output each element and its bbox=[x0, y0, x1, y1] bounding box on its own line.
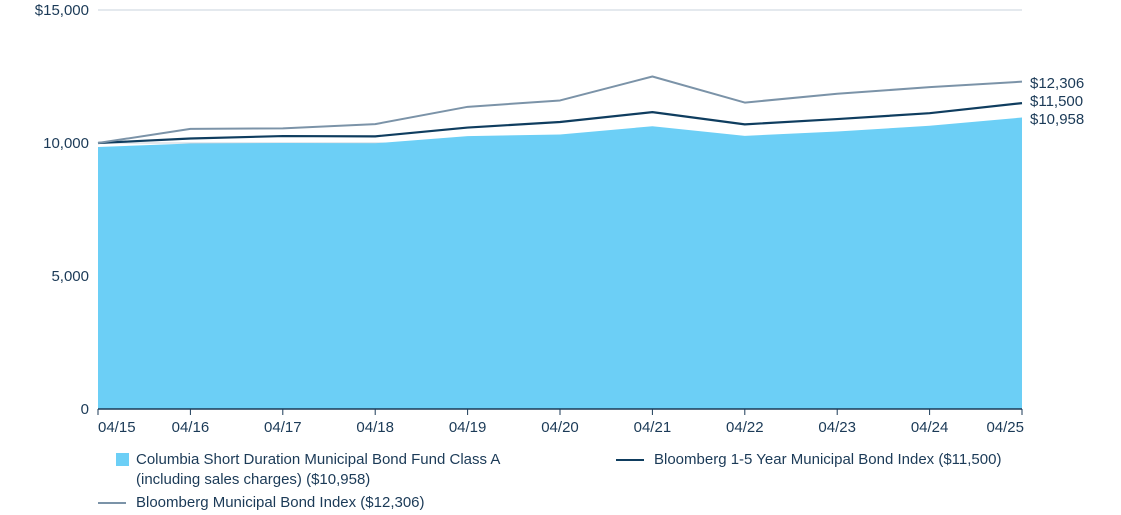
y-tick-label: 5,000 bbox=[51, 268, 89, 285]
x-tick-label: 04/15 bbox=[98, 419, 136, 436]
legend-label-fund-line1: Columbia Short Duration Municipal Bond F… bbox=[136, 451, 501, 468]
x-tick-label: 04/17 bbox=[264, 419, 302, 436]
line-layer bbox=[97, 75, 1023, 145]
x-tick-label: 04/20 bbox=[541, 419, 579, 436]
series-line-index-1-5 bbox=[97, 102, 1023, 145]
series-end-label: $10,958 bbox=[1030, 111, 1084, 128]
series-line-muni-index bbox=[97, 75, 1023, 144]
legend-item-fund: Columbia Short Duration Municipal Bond F… bbox=[116, 450, 576, 490]
x-tick-label: 04/23 bbox=[818, 419, 856, 436]
x-tick-label: 04/22 bbox=[726, 419, 764, 436]
x-tick-label: 04/25 bbox=[986, 419, 1024, 436]
axes: 0 5,000 10,000 $15,000 04/15 04/16 04/17 04/18 0… bbox=[35, 2, 1024, 436]
y-tick-label: 10,000 bbox=[43, 135, 89, 152]
y-tick-label: $15,000 bbox=[35, 2, 89, 19]
x-tick-label: 04/18 bbox=[356, 419, 394, 436]
legend-swatch-fund bbox=[116, 453, 129, 466]
labels: $12,306$11,500$10,958 bbox=[1030, 75, 1084, 128]
legend-label-index-1-5: Bloomberg 1-5 Year Municipal Bond Index … bbox=[654, 451, 1002, 468]
x-tick-label: 04/16 bbox=[172, 419, 210, 436]
series-end-label: $11,500 bbox=[1030, 93, 1083, 110]
series-area-fund bbox=[98, 117, 1022, 409]
series-end-label: $12,306 bbox=[1030, 75, 1084, 92]
legend-swatch-muni-index bbox=[98, 502, 126, 504]
x-tick-label: 04/19 bbox=[449, 419, 487, 436]
legend-swatch-index-1-5 bbox=[616, 459, 644, 461]
area-layer bbox=[98, 117, 1022, 409]
x-tick-label: 04/21 bbox=[634, 419, 672, 436]
y-tick-label: 0 bbox=[81, 401, 89, 418]
legend-item-index-1-5: Bloomberg 1-5 Year Municipal Bond Index … bbox=[616, 450, 1056, 470]
chart: 0 5,000 10,000 $15,000 04/15 04/16 04/17 04/18 0… bbox=[35, 2, 1084, 436]
x-tick-label: 04/24 bbox=[911, 419, 949, 436]
legend-item-muni-index: Bloomberg Municipal Bond Index ($12,306) bbox=[98, 493, 558, 513]
legend-label-muni-index: Bloomberg Municipal Bond Index ($12,306) bbox=[136, 494, 425, 511]
legend-label-fund-line2: (including sales charges) ($10,958) bbox=[136, 471, 371, 488]
